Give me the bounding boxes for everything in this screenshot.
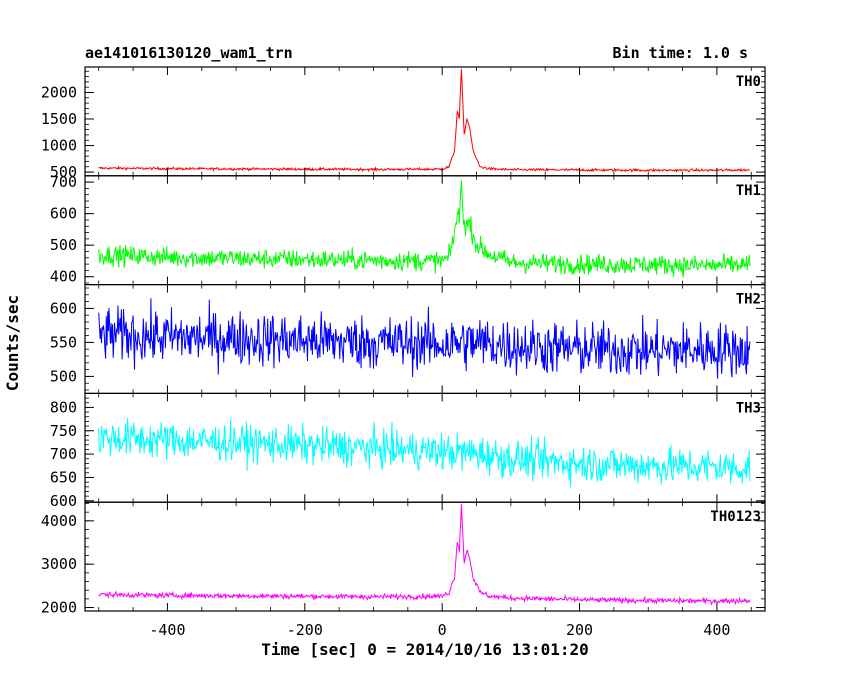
y-tick-label: 1500	[41, 110, 77, 128]
x-tick-label: 0	[438, 621, 447, 639]
panel-label-th2: TH2	[736, 292, 761, 308]
panel-label-th0123: TH0123	[710, 509, 761, 525]
x-tick-label: 400	[703, 621, 730, 639]
y-tick-label: 3000	[41, 555, 77, 573]
y-tick-label: 650	[50, 468, 77, 486]
y-tick-label: 700	[50, 445, 77, 463]
panel-frame-th0123	[84, 501, 766, 612]
series-th0	[98, 68, 750, 173]
y-tick-label: 550	[50, 333, 77, 351]
panel-th1: 400 500 600 700 TH1	[50, 173, 766, 286]
panel-th2: 500 550 600 TH2	[50, 284, 766, 395]
series-th3	[98, 418, 751, 488]
x-axis-label: Time [sec] 0 = 2014/10/16 13:01:20	[261, 640, 589, 659]
y-tick-label: 500	[50, 163, 77, 181]
y-tick-label: 600	[50, 492, 77, 510]
y-tick-label: 1000	[41, 137, 77, 155]
panel-label-th1: TH1	[736, 183, 761, 199]
series-th1	[98, 180, 751, 278]
series-th2	[98, 298, 751, 379]
bin-time-label: Bin time: 1.0 s	[612, 44, 748, 62]
y-tick-label: 4000	[41, 512, 77, 530]
x-tick-label: 200	[566, 621, 593, 639]
y-tick-label: 700	[50, 173, 77, 191]
y-tick-label: 400	[50, 268, 77, 286]
panel-label-th3: TH3	[736, 400, 761, 416]
y-tick-label: 500	[50, 367, 77, 385]
y-tick-label: 2000	[41, 83, 77, 101]
panel-th0123: 2000 3000 4000 TH0123	[41, 501, 766, 617]
panel-th3: 600 650 700 750 800 TH3	[50, 392, 766, 510]
panel-label-th0: TH0	[736, 74, 761, 90]
y-tick-label: 750	[50, 422, 77, 440]
panel-th0: 500 1000 1500 2000 TH0	[41, 66, 766, 181]
chart-title: ae141016130120_wam1_trn	[85, 44, 293, 62]
series-th0123	[98, 503, 751, 606]
y-axis-label: Counts/sec	[3, 295, 22, 391]
y-tick-label: 800	[50, 398, 77, 416]
panel-frame-th1	[84, 175, 766, 286]
y-tick-label: 600	[50, 299, 77, 317]
x-tick-label: -200	[287, 621, 323, 639]
panel-frame-th0	[84, 66, 766, 177]
y-tick-label: 500	[50, 236, 77, 254]
y-tick-label: 2000	[41, 599, 77, 617]
x-tick-label: -400	[149, 621, 185, 639]
y-tick-label: 600	[50, 205, 77, 223]
